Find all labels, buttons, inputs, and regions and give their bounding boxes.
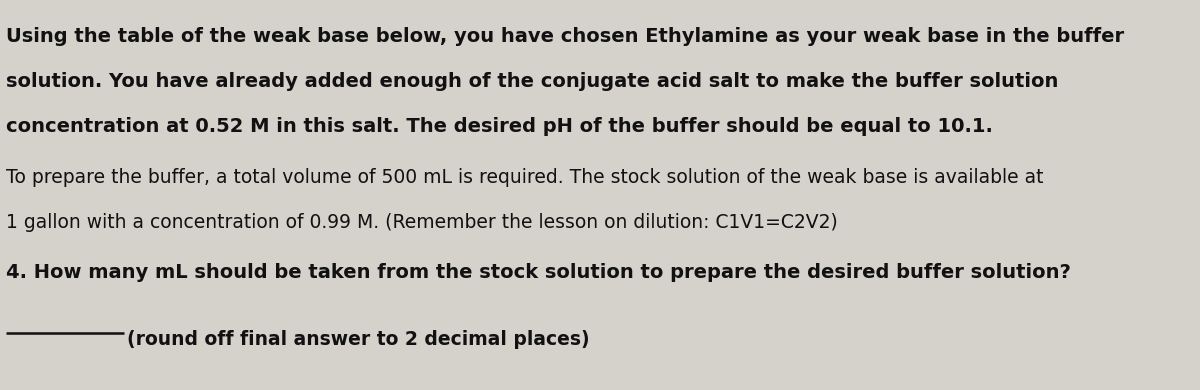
Text: To prepare the buffer, a total volume of 500 mL is required. The stock solution : To prepare the buffer, a total volume of… xyxy=(6,168,1044,187)
Text: (round off final answer to 2 decimal places): (round off final answer to 2 decimal pla… xyxy=(127,330,590,349)
Text: concentration at 0.52 M in this salt. The desired pH of the buffer should be equ: concentration at 0.52 M in this salt. Th… xyxy=(6,117,992,136)
Text: Using the table of the weak base below, you have chosen Ethylamine as your weak : Using the table of the weak base below, … xyxy=(6,27,1124,46)
Text: 4. How many mL should be taken from the stock solution to prepare the desired bu: 4. How many mL should be taken from the … xyxy=(6,263,1070,282)
Text: solution. You have already added enough of the conjugate acid salt to make the b: solution. You have already added enough … xyxy=(6,72,1058,91)
Text: 1 gallon with a concentration of 0.99 M. (Remember the lesson on dilution: C1V1=: 1 gallon with a concentration of 0.99 M.… xyxy=(6,213,838,232)
